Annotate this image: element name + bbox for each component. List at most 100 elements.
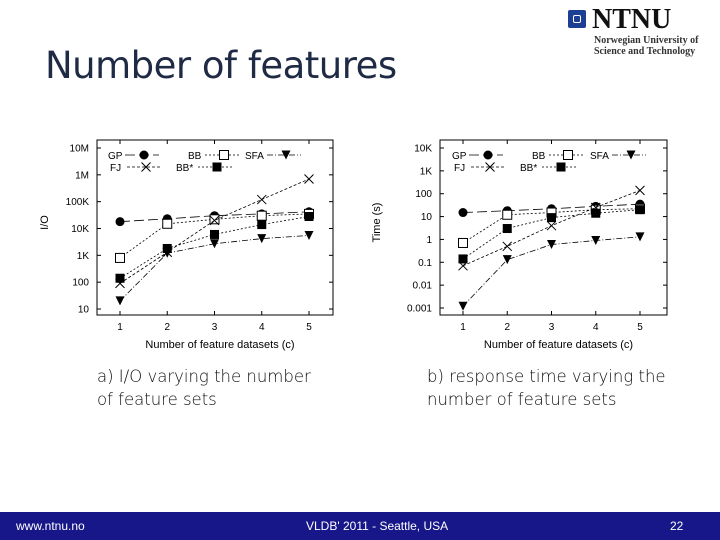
y-axis-label: Time (s) — [371, 203, 383, 243]
series-gp: GP — [452, 150, 645, 218]
data-point — [547, 213, 556, 223]
y-tick-label: 100 — [72, 278, 89, 289]
legend-label: BB — [532, 151, 546, 162]
series-bb: BB — [458, 150, 645, 248]
caption-b: b) response time varying the number of f… — [427, 365, 666, 411]
data-point — [162, 218, 173, 229]
legend-label: FJ — [454, 163, 465, 174]
y-tick-label: 10 — [421, 212, 433, 223]
data-point — [209, 215, 220, 226]
data-point — [458, 301, 468, 311]
x-tick-label: 3 — [212, 322, 218, 333]
data-point — [115, 296, 125, 306]
x-tick-label: 5 — [637, 322, 643, 333]
y-tick-label: 0.01 — [413, 281, 433, 292]
y-tick-label: 10 — [78, 305, 90, 316]
y-tick-label: 1M — [75, 170, 89, 181]
data-point — [304, 174, 314, 184]
caption-a-line-1: a) I/O varying the number — [97, 367, 311, 386]
footer-venue: VLDB' 2011 - Seattle, USA — [306, 519, 449, 533]
data-point — [591, 235, 601, 245]
legend-marker — [626, 150, 636, 160]
data-point — [209, 214, 220, 225]
data-point — [635, 232, 645, 242]
legend-label: GP — [452, 151, 467, 162]
legend-marker — [281, 150, 291, 160]
data-point — [256, 210, 267, 221]
caption-b-line-2: number of feature sets — [427, 390, 617, 409]
data-point — [502, 209, 513, 220]
data-point — [162, 243, 172, 253]
legend-marker — [219, 150, 229, 160]
legend-label: GP — [108, 151, 123, 162]
logo-line-1: Norwegian University of — [594, 35, 699, 46]
y-tick-label: 0.1 — [418, 258, 432, 269]
legend-label: BB* — [176, 163, 193, 174]
data-point — [304, 212, 314, 222]
data-point — [502, 224, 512, 234]
series-line — [462, 190, 641, 267]
x-tick-label: 2 — [504, 322, 510, 333]
y-axis-label: I/O — [39, 215, 51, 230]
logo-subtitle: Norwegian University of Science and Tech… — [594, 35, 698, 57]
data-point — [115, 273, 125, 283]
data-point — [547, 239, 556, 249]
data-point — [256, 194, 267, 205]
y-tick-label: 1K — [77, 251, 90, 262]
data-point — [210, 239, 219, 249]
legend-label: SFA — [245, 151, 264, 162]
x-axis-label: Number of feature datasets (c) — [145, 339, 294, 351]
x-axis-label: Number of feature datasets (c) — [484, 339, 633, 351]
data-point — [591, 208, 601, 218]
x-tick-label: 2 — [164, 322, 170, 333]
footer-bar: www.ntnu.no VLDB' 2011 - Seattle, USA 22 — [0, 512, 720, 540]
data-point — [635, 185, 645, 196]
data-point — [257, 220, 267, 230]
chart-b: 0.001 0.01 0.1 1 10 100 1K 10K 1 2 3 4 5 Number of fe… — [371, 139, 668, 351]
series-line — [119, 178, 310, 284]
data-point — [458, 254, 468, 264]
legend-label: FJ — [110, 163, 121, 174]
data-point — [502, 241, 513, 252]
y-tick-label: 1K — [420, 166, 433, 177]
series-fj: FJ — [110, 162, 314, 289]
x-tick-label: 1 — [117, 322, 123, 333]
footer-page-number: 22 — [670, 519, 684, 533]
legend-label: BB — [188, 151, 202, 162]
slide-title: Number of features — [45, 44, 397, 87]
data-point — [458, 208, 468, 218]
data-point — [502, 255, 512, 265]
data-point — [210, 229, 219, 239]
plot-frame — [439, 139, 668, 316]
footer-url[interactable]: www.ntnu.no — [16, 519, 85, 533]
series-sfa: SFA — [458, 150, 646, 311]
caption-a: a) I/O varying the number of feature set… — [97, 365, 311, 411]
legend-label: BB* — [520, 163, 537, 174]
logo-line-2: Science and Technology — [594, 46, 696, 57]
series-line — [119, 211, 310, 223]
data-point — [257, 234, 267, 244]
legend-marker — [563, 150, 573, 160]
x-tick-label: 5 — [306, 322, 312, 333]
series-bb-star: BB* — [458, 162, 645, 264]
x-tick-label: 1 — [460, 322, 466, 333]
series-bb-star: BB* — [115, 162, 314, 283]
x-tick-label: 4 — [259, 322, 265, 333]
y-tick-label: 10K — [71, 224, 89, 235]
caption-a-line-2: of feature sets — [97, 390, 217, 409]
legend-marker — [141, 162, 151, 172]
y-tick-label: 10K — [414, 144, 432, 155]
data-point — [635, 205, 645, 215]
y-tick-label: 0.001 — [407, 304, 432, 315]
data-point — [304, 230, 314, 240]
data-point — [546, 220, 557, 231]
legend-marker — [139, 150, 149, 160]
y-tick-label: 1 — [426, 235, 432, 246]
y-tick-label: 100 — [415, 189, 432, 200]
y-tick-label: 100K — [66, 197, 90, 208]
legend-label: SFA — [590, 151, 609, 162]
ntnu-logo-icon — [568, 10, 586, 28]
x-tick-label: 3 — [549, 322, 555, 333]
series-sfa: SFA — [115, 150, 314, 306]
